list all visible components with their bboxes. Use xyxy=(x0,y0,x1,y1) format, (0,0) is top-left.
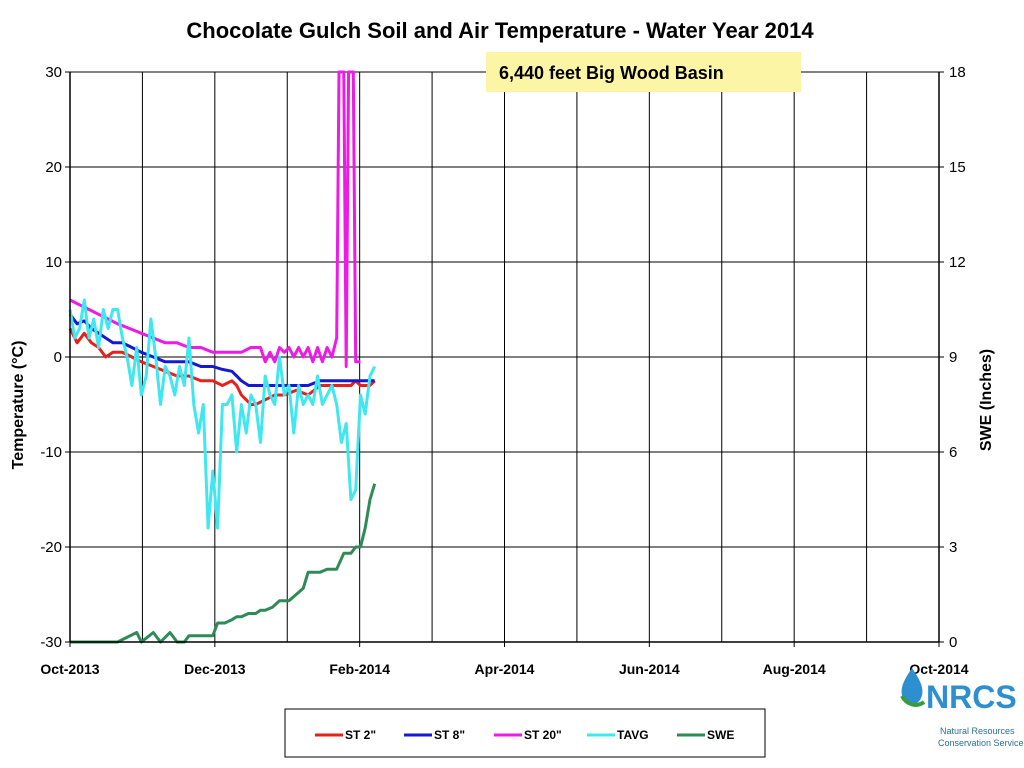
x-tick-label: Aug-2014 xyxy=(763,661,826,677)
annotation-box: 6,440 feet Big Wood Basin xyxy=(486,52,801,92)
legend-label-st-8: ST 8" xyxy=(434,728,465,742)
legend-box xyxy=(284,708,766,758)
annotation-background xyxy=(486,52,801,92)
legend-label-st-20: ST 20" xyxy=(524,728,562,742)
logo-subtitle-line2: Conservation Service xyxy=(938,738,1024,748)
series-line-st-2 xyxy=(68,327,376,406)
logo-subtitle-line1: Natural Resources xyxy=(940,726,1015,736)
x-tick-label: Jun-2014 xyxy=(619,661,680,677)
y2-axis-label: SWE (Inches) xyxy=(978,349,995,451)
x-tick-label: Oct-2014 xyxy=(909,661,968,677)
water-drop-icon xyxy=(900,668,926,707)
y-tick-label: -20 xyxy=(40,539,62,556)
x-tick-label: Oct-2013 xyxy=(40,661,99,677)
series-line-st-20 xyxy=(69,70,361,368)
y-tick-label: 10 xyxy=(45,254,62,271)
series-line-swe xyxy=(70,483,377,644)
y-tick-label: 30 xyxy=(45,64,62,81)
y-tick-label: -10 xyxy=(40,444,62,461)
series-layer xyxy=(68,70,377,644)
x-tick-label: Feb-2014 xyxy=(329,661,390,677)
y2-tick-label: 9 xyxy=(949,349,957,366)
legend-label-st-2: ST 2" xyxy=(345,728,376,742)
chart-title: Chocolate Gulch Soil and Air Temperature… xyxy=(186,18,814,43)
annotation-text: 6,440 feet Big Wood Basin xyxy=(499,63,724,83)
legend-label-tavg: TAVG xyxy=(617,728,649,742)
legend-label-swe: SWE xyxy=(707,728,734,742)
y2-tick-label: 15 xyxy=(949,159,966,176)
axes xyxy=(65,71,944,647)
y-tick-label: -30 xyxy=(40,634,62,651)
nrcs-logo: NRCS Natural Resources Conservation Serv… xyxy=(900,668,1024,748)
y-axis-label: Temperature (°C) xyxy=(10,341,27,470)
y2-tick-label: 0 xyxy=(949,634,957,651)
y2-tick-label: 6 xyxy=(949,444,957,461)
logo-wordmark: NRCS xyxy=(926,679,1017,715)
y-tick-label: 0 xyxy=(54,349,62,366)
legend: ST 2" ST 8" ST 20" TAVG SWE xyxy=(284,708,766,758)
series-line-tavg xyxy=(68,298,377,530)
y2-tick-label: 12 xyxy=(949,254,966,271)
x-tick-label: Apr-2014 xyxy=(475,661,535,677)
y2-tick-label: 18 xyxy=(949,64,966,81)
y2-tick-label: 3 xyxy=(949,539,957,556)
y-tick-label: 20 xyxy=(45,159,62,176)
x-tick-label: Dec-2013 xyxy=(184,661,246,677)
